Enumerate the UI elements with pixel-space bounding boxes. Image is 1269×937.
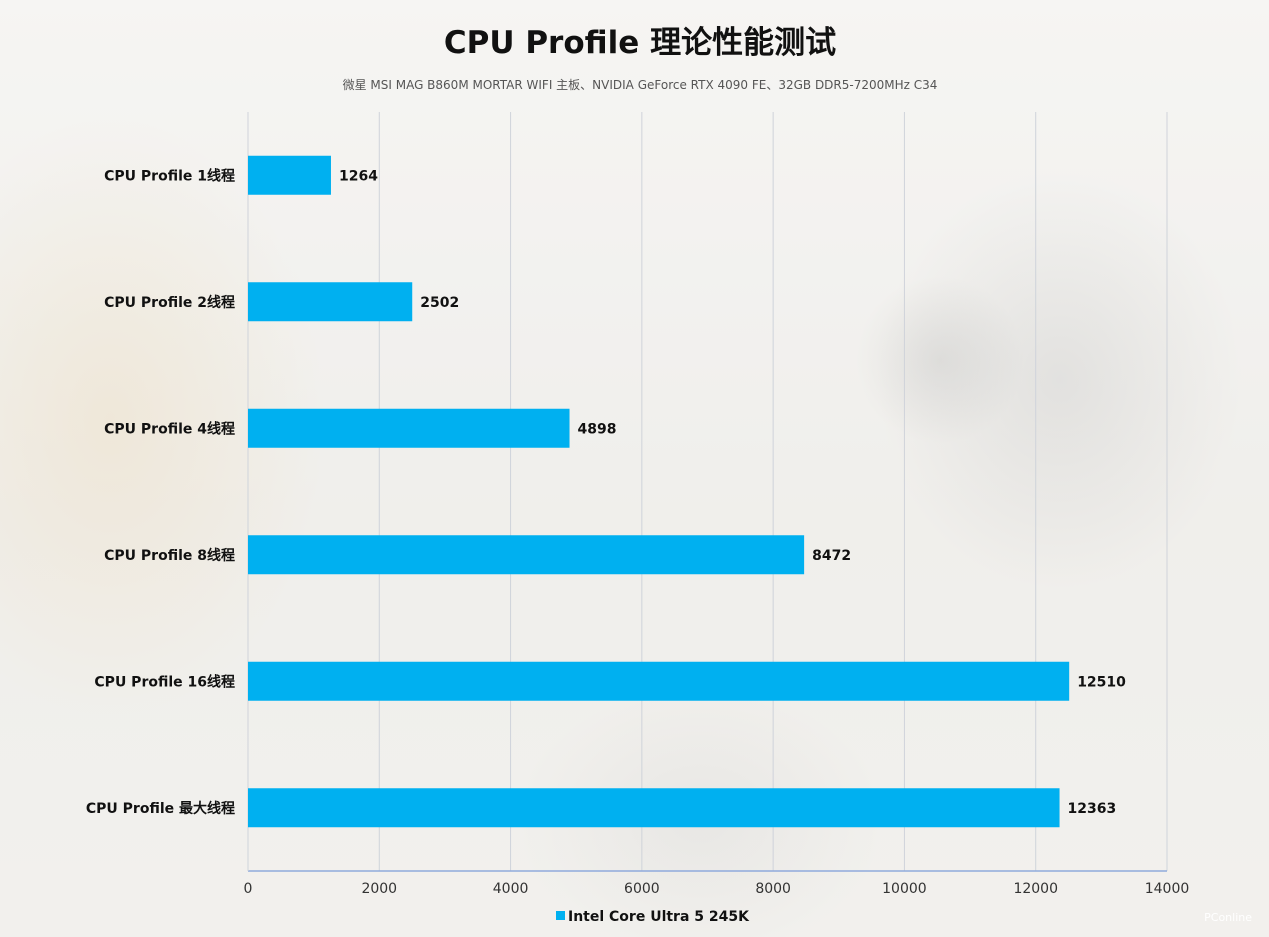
x-tick-label: 0	[244, 881, 253, 897]
x-tick-label: 10000	[882, 881, 927, 897]
data-label: 4898	[578, 421, 617, 437]
x-tick-label: 2000	[361, 881, 397, 897]
grid-lines	[247, 112, 1168, 872]
bar	[248, 282, 413, 322]
x-tick-label: 6000	[624, 881, 660, 897]
category-label: CPU Profile 8线程	[104, 547, 235, 564]
legend-label: Intel Core Ultra 5 245K	[568, 909, 750, 925]
watermark-text: PConline	[1204, 911, 1252, 924]
data-label: 1264	[339, 168, 378, 184]
data-label: 8472	[812, 548, 851, 564]
x-tick-label: 12000	[1013, 881, 1058, 897]
category-label: CPU Profile 16线程	[94, 673, 235, 690]
legend-swatch	[556, 911, 565, 920]
category-label: CPU Profile 1线程	[104, 167, 235, 184]
legend: Intel Core Ultra 5 245K	[556, 909, 750, 925]
bar	[248, 788, 1060, 828]
bar	[248, 661, 1070, 701]
data-label: 12363	[1068, 801, 1117, 817]
bar	[248, 155, 331, 195]
chart-title: CPU Profile 理论性能测试	[444, 25, 836, 61]
bar	[248, 535, 805, 575]
data-label: 12510	[1077, 674, 1126, 690]
bars	[248, 155, 1070, 828]
bar	[248, 408, 570, 448]
category-label: CPU Profile 最大线程	[86, 800, 235, 817]
x-tick-label: 8000	[755, 881, 791, 897]
category-label: CPU Profile 2线程	[104, 294, 235, 311]
x-tick-label: 14000	[1145, 881, 1190, 897]
category-label: CPU Profile 4线程	[104, 420, 235, 437]
data-label: 2502	[420, 295, 459, 311]
x-tick-label: 4000	[493, 881, 529, 897]
x-axis-ticks: 0 2000 4000 6000 8000 10000 12000 14000	[244, 881, 1190, 897]
category-labels: CPU Profile 1线程 CPU Profile 2线程 CPU Profil…	[86, 167, 235, 817]
chart-subtitle: 微星 MSI MAG B860M MORTAR WIFI 主板、NVIDIA G…	[343, 78, 938, 92]
data-labels: 1264 2502 4898 8472 12510 12363	[339, 168, 1126, 817]
